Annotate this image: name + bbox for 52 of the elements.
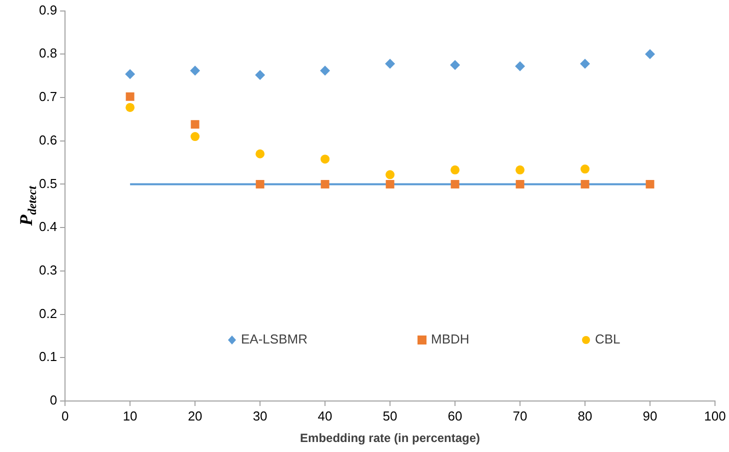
point [450,180,460,188]
y-tick-label: 0.1 [38,349,58,364]
x-tick-label: 90 [642,408,658,424]
point [256,180,264,188]
point [580,164,590,174]
point [320,154,330,164]
point [385,58,396,69]
x-tick-label: 60 [448,408,462,424]
legend-label: EA-LSBMR [241,332,308,347]
x-tick-label: 50 [382,408,398,424]
point [125,69,136,80]
point [386,170,395,180]
point [320,180,330,188]
y-tick-label: 0.4 [38,219,58,234]
x-tick-label: 0 [61,408,69,424]
y-tick-label: 0.7 [38,89,58,104]
y-tick-label: 0.8 [38,46,58,61]
point [190,120,200,129]
point [190,66,200,76]
x-tick-label: 10 [122,408,138,424]
point [516,180,524,188]
point [450,60,460,70]
point [255,70,266,80]
legend-label: CBL [595,332,620,347]
point [126,102,135,112]
point [645,49,656,60]
y-axis-title: Pdetect [16,185,39,227]
point [450,165,460,174]
point [386,180,394,188]
point [256,149,265,158]
point [515,61,526,72]
point [126,92,134,101]
y-tick-label: 0.2 [38,306,58,321]
y-tick-label: 0.9 [38,2,58,18]
x-axis-title: Embedding rate (in percentage) [300,431,480,446]
y-tick-label: 0.6 [38,132,58,148]
x-tick-label: 100 [704,408,726,424]
x-tick-label: 80 [578,408,592,424]
point [516,165,525,174]
x-tick-label: 30 [252,408,268,424]
point [320,66,330,76]
x-tick-label: 20 [188,408,202,424]
x-tick-label: 40 [318,408,332,424]
y-tick-label: 0.3 [38,262,58,278]
legend-label: MBDH [431,332,470,347]
point [580,58,590,69]
point [646,180,654,188]
y-tick-label: 0.5 [38,176,58,191]
x-tick-label: 70 [512,408,528,424]
point [580,180,590,188]
point [190,132,200,142]
y-tick-label: 0 [50,392,58,408]
